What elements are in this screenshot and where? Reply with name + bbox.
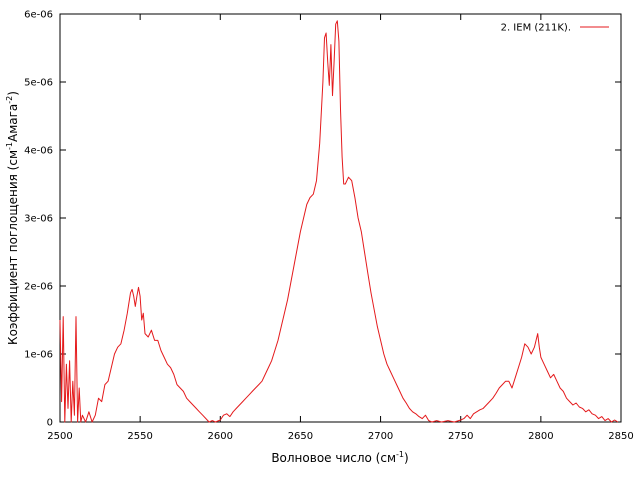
series-layer (59, 20, 619, 423)
plot-border (59, 13, 622, 423)
x-tick-label: 2800 (528, 431, 553, 442)
y-tick-label: 3e-06 (24, 214, 53, 225)
x-tick-label: 2500 (47, 431, 72, 442)
y-axis-title: Коэффициент поглощения (см-1Амага-2) (5, 91, 20, 345)
legend-label: 2. IEM (211K). (501, 23, 571, 34)
y-tick-label: 4e-06 (24, 146, 53, 157)
y-tick-label: 5e-06 (24, 78, 53, 89)
x-tick-label: 2700 (368, 431, 393, 442)
y-tick-label: 1e-06 (24, 350, 53, 361)
x-axis-title: Волновое число (см-1) (271, 450, 408, 465)
x-tick-label: 2850 (608, 431, 633, 442)
legend: 2. IEM (211K). (501, 23, 609, 34)
series-line (59, 20, 619, 423)
x-tick-label: 2650 (288, 431, 313, 442)
x-axis: 2500 2550 2600 2650 2700 2750 2800 2850 (47, 14, 634, 442)
y-tick-label: 0 (47, 418, 53, 429)
x-tick-label: 2600 (208, 431, 233, 442)
y-tick-label: 2e-06 (24, 282, 53, 293)
y-tick-label: 6e-06 (24, 10, 53, 21)
x-tick-label: 2750 (448, 431, 473, 442)
y-axis: 0 1e-06 2e-06 3e-06 4e-06 5e-06 6e-06 (24, 10, 621, 429)
x-tick-label: 2550 (127, 431, 152, 442)
